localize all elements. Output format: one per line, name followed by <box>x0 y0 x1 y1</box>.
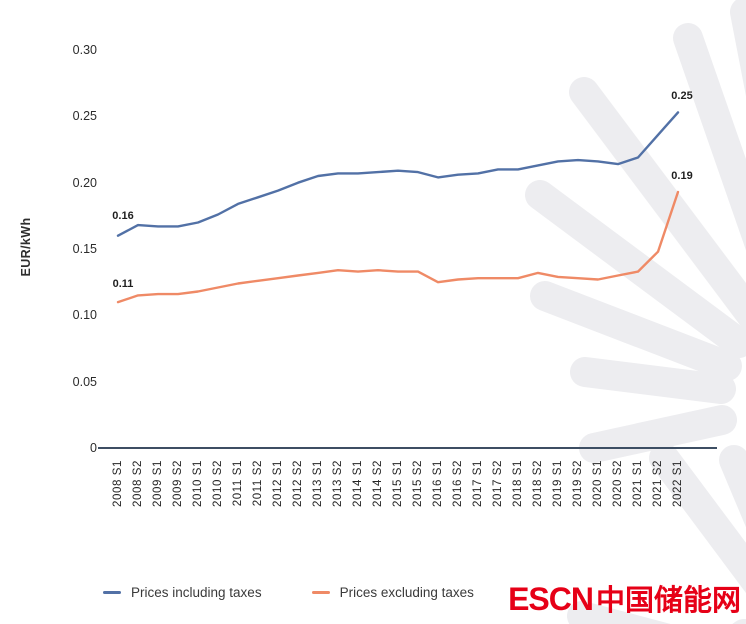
x-tick-2018-s2: 2018 S2 <box>532 460 544 508</box>
line-chart-plot <box>98 111 717 449</box>
x-tick-2014-s1: 2014 S1 <box>352 460 364 508</box>
watermark-ray <box>719 445 746 528</box>
x-tick-2011-s1: 2011 S1 <box>232 460 244 507</box>
watermark-ray <box>570 357 736 404</box>
x-tick-2009-s1: 2009 S1 <box>152 460 164 508</box>
y-tick-0.15: 0.15 <box>72 242 97 256</box>
x-tick-2017-s1: 2017 S1 <box>472 460 484 508</box>
x-tick-2008-s2: 2008 S2 <box>132 460 144 508</box>
legend-label: Prices including taxes <box>131 585 262 600</box>
y-tick-0.20: 0.20 <box>72 175 97 190</box>
x-tick-2015-s2: 2015 S2 <box>412 460 424 508</box>
legend-item-including-taxes: Prices including taxes <box>103 585 262 600</box>
x-tick-2011-s2: 2011 S2 <box>252 460 264 507</box>
x-tick-2021-s2: 2021 S2 <box>652 460 664 508</box>
x-tick-2013-s1: 2013 S1 <box>312 460 324 508</box>
legend-item-excluding-taxes: Prices excluding taxes <box>311 585 474 600</box>
x-tick-2014-s2: 2014 S2 <box>372 460 384 508</box>
legend-dash-icon <box>103 591 121 594</box>
x-tick-2018-s1: 2018 S1 <box>512 460 524 508</box>
y-tick-0.05: 0.05 <box>72 374 97 389</box>
y-tick-0.10: 0.10 <box>72 308 97 323</box>
value-label-0.25: 0.25 <box>671 90 693 103</box>
legend-dash-icon <box>311 591 330 594</box>
escn-logo: ESCN 中国储能网 <box>508 577 741 619</box>
watermark-ray <box>673 23 746 251</box>
x-tick-2017-s2: 2017 S2 <box>492 460 504 508</box>
value-label-0.11: 0.11 <box>112 278 134 291</box>
x-tick-2009-s2: 2009 S2 <box>172 460 184 508</box>
watermark-ray <box>567 601 671 624</box>
watermark-ray <box>569 77 746 333</box>
legend-label: Prices excluding taxes <box>339 585 474 600</box>
value-label-0.19: 0.19 <box>671 169 693 182</box>
x-tick-2015-s1: 2015 S1 <box>392 460 404 508</box>
value-label-0.16: 0.16 <box>112 209 134 222</box>
series-line-including-taxes <box>116 111 680 237</box>
x-tick-2010-s2: 2010 S2 <box>212 460 224 508</box>
x-tick-2016-s1: 2016 S1 <box>432 460 444 508</box>
chart-legend: Prices including taxes Prices excluding t… <box>103 585 474 600</box>
x-tick-2019-s1: 2019 S1 <box>552 460 564 508</box>
x-tick-2019-s2: 2019 S2 <box>572 460 584 508</box>
x-tick-2022-s1: 2022 S1 <box>672 460 684 508</box>
series-line-excluding-taxes <box>116 190 680 304</box>
watermark-ray <box>530 281 742 381</box>
x-tick-2010-s1: 2010 S1 <box>192 460 204 508</box>
watermark-ray <box>579 405 737 463</box>
watermark-ray <box>649 443 746 593</box>
x-tick-2012-s2: 2012 S2 <box>292 460 304 508</box>
x-tick-2008-s1: 2008 S1 <box>112 460 124 508</box>
y-tick-0.30: 0.30 <box>72 43 97 57</box>
logo-cjk-text: 中国储能网 <box>595 585 741 617</box>
x-tick-2020-s1: 2020 S1 <box>592 460 604 508</box>
x-tick-2013-s2: 2013 S2 <box>332 460 344 508</box>
x-tick-2016-s2: 2016 S2 <box>452 460 464 508</box>
x-tick-2012-s1: 2012 S1 <box>272 460 284 508</box>
y-tick-0.25: 0.25 <box>72 109 97 124</box>
x-tick-2021-s1: 2021 S1 <box>632 460 644 508</box>
y-tick-0: 0 <box>90 441 97 455</box>
logo-latin-text: ESCN <box>508 581 594 617</box>
x-tick-2020-s2: 2020 S2 <box>612 460 624 508</box>
